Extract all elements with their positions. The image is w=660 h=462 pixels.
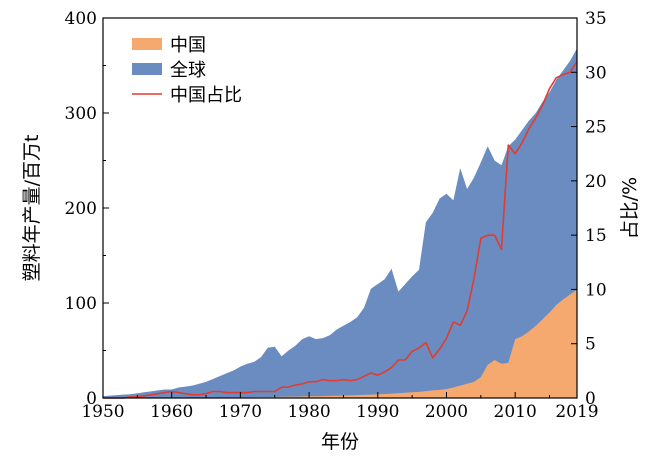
area-layer — [103, 48, 577, 399]
y-right-tick-label-25: 25 — [585, 118, 607, 138]
legend-label-china: 中国 — [170, 35, 206, 56]
legend-label-china-share: 中国占比 — [170, 85, 242, 106]
y-left-tick-label-200: 200 — [65, 199, 97, 219]
x-tick-label-2000: 2000 — [425, 402, 468, 422]
y-right-tick-label-5: 5 — [585, 335, 596, 355]
area-global — [103, 48, 577, 399]
y-axis-right-label: 占比/% — [619, 177, 641, 239]
legend: 中国 全球 中国占比 — [132, 35, 242, 106]
y-right-tick-label-20: 20 — [585, 172, 607, 192]
y-axis-left-label: 塑料年产量/百万t — [21, 135, 43, 282]
y-right-tick-label-15: 15 — [585, 226, 607, 246]
x-axis-label: 年份 — [321, 431, 359, 453]
x-tick-label-1970: 1970 — [219, 402, 262, 422]
line-layer — [103, 61, 578, 399]
tick-layer: 1950 1960 1970 1980 1990 2000 2010 201901002003… — [65, 9, 607, 422]
y-left-tick-label-400: 400 — [65, 9, 97, 29]
y-left-tick-label-300: 300 — [65, 104, 97, 124]
y-left-tick-label-100: 100 — [65, 294, 97, 314]
y-right-tick-label-10: 10 — [585, 280, 607, 300]
x-tick-label-1980: 1980 — [287, 402, 330, 422]
line-china-share — [103, 61, 578, 399]
x-tick-label-2010: 2010 — [494, 402, 537, 422]
x-tick-label-2019: 2019 — [555, 402, 598, 422]
area-china — [103, 289, 577, 398]
x-tick-label-1990: 1990 — [356, 402, 399, 422]
legend-swatch-china — [132, 38, 162, 50]
legend-label-global: 全球 — [170, 60, 206, 81]
legend-swatch-global — [132, 63, 162, 75]
y-left-tick-label-0: 0 — [86, 389, 97, 409]
x-tick-label-1960: 1960 — [150, 402, 193, 422]
y-right-tick-label-35: 35 — [585, 9, 607, 29]
x-tick-label-1950: 1950 — [81, 402, 124, 422]
y-right-tick-label-0: 0 — [585, 389, 596, 409]
y-right-tick-label-30: 30 — [585, 63, 607, 83]
